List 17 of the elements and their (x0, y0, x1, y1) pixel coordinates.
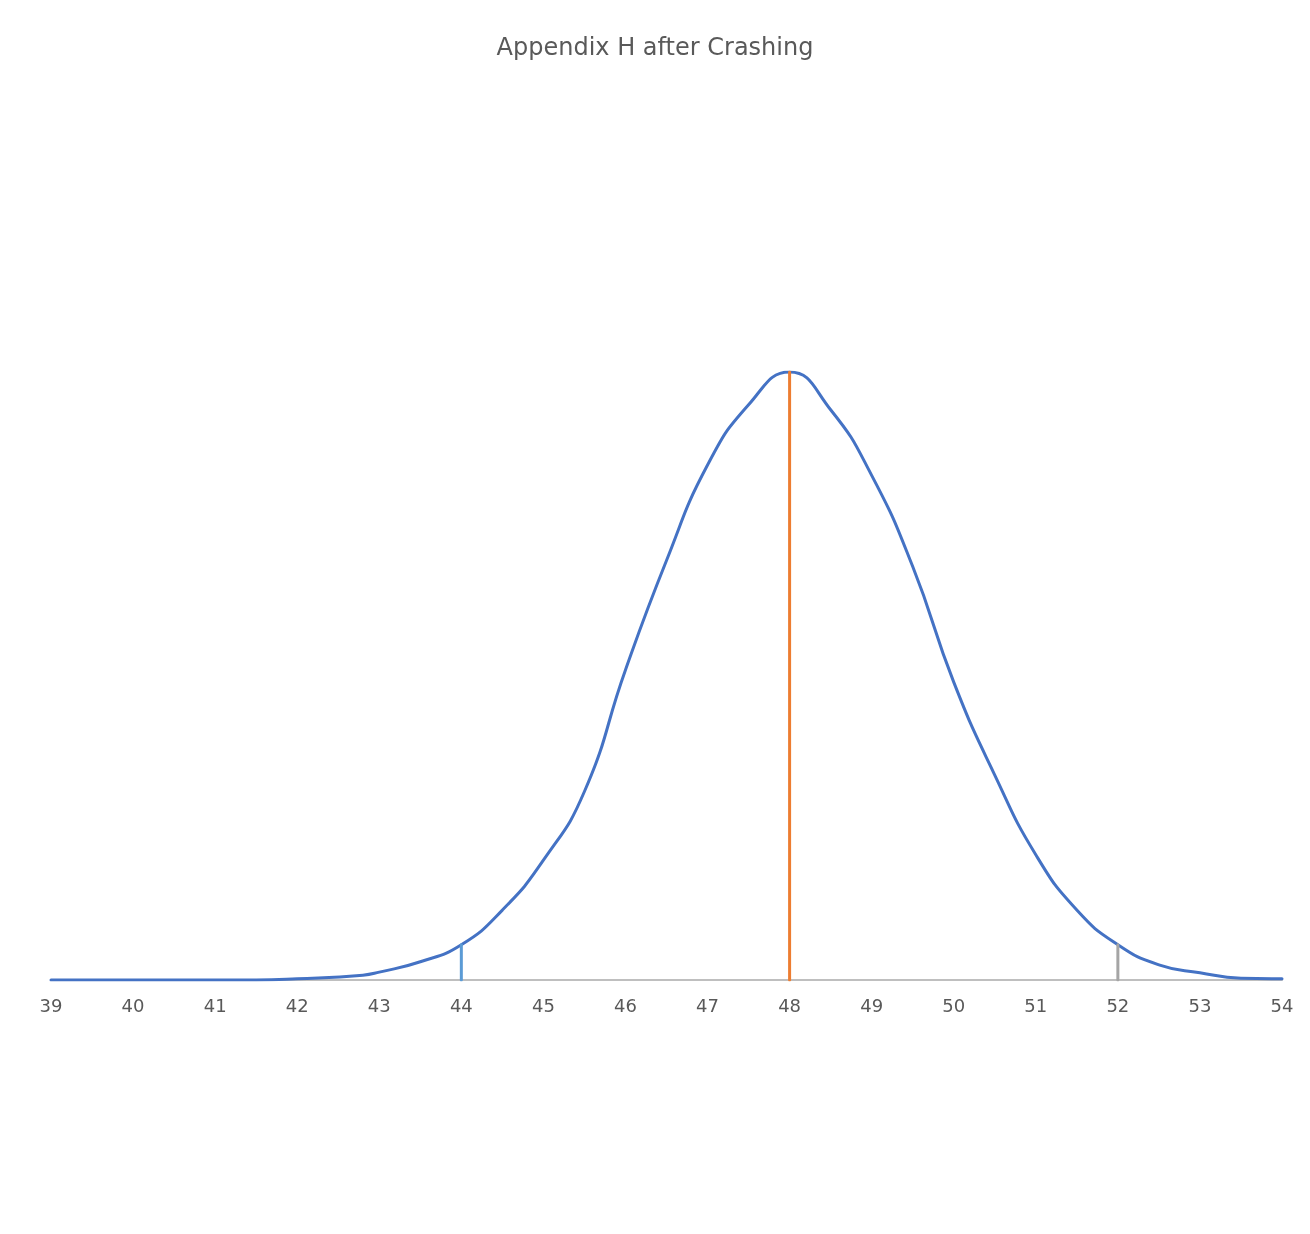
x-tick-label: 40 (121, 994, 145, 1016)
x-tick-label: 54 (1270, 994, 1294, 1016)
x-tick-label: 46 (614, 994, 637, 1016)
x-tick-label: 50 (942, 994, 966, 1016)
x-tick-label: 48 (778, 994, 802, 1016)
x-tick-label: 49 (860, 994, 884, 1016)
x-tick-label: 44 (449, 994, 473, 1016)
x-tick-label: 42 (285, 994, 309, 1016)
x-tick-label: 45 (531, 994, 555, 1016)
x-tick-label: 52 (1106, 994, 1130, 1016)
x-tick-label: 47 (696, 994, 719, 1016)
x-tick-label: 39 (39, 994, 63, 1016)
x-tick-label: 43 (367, 994, 391, 1016)
x-tick-label: 41 (203, 994, 227, 1016)
x-tick-label: 53 (1188, 994, 1212, 1016)
x-tick-label: 51 (1024, 994, 1048, 1016)
chart-title: Appendix H after Crashing (496, 33, 814, 61)
